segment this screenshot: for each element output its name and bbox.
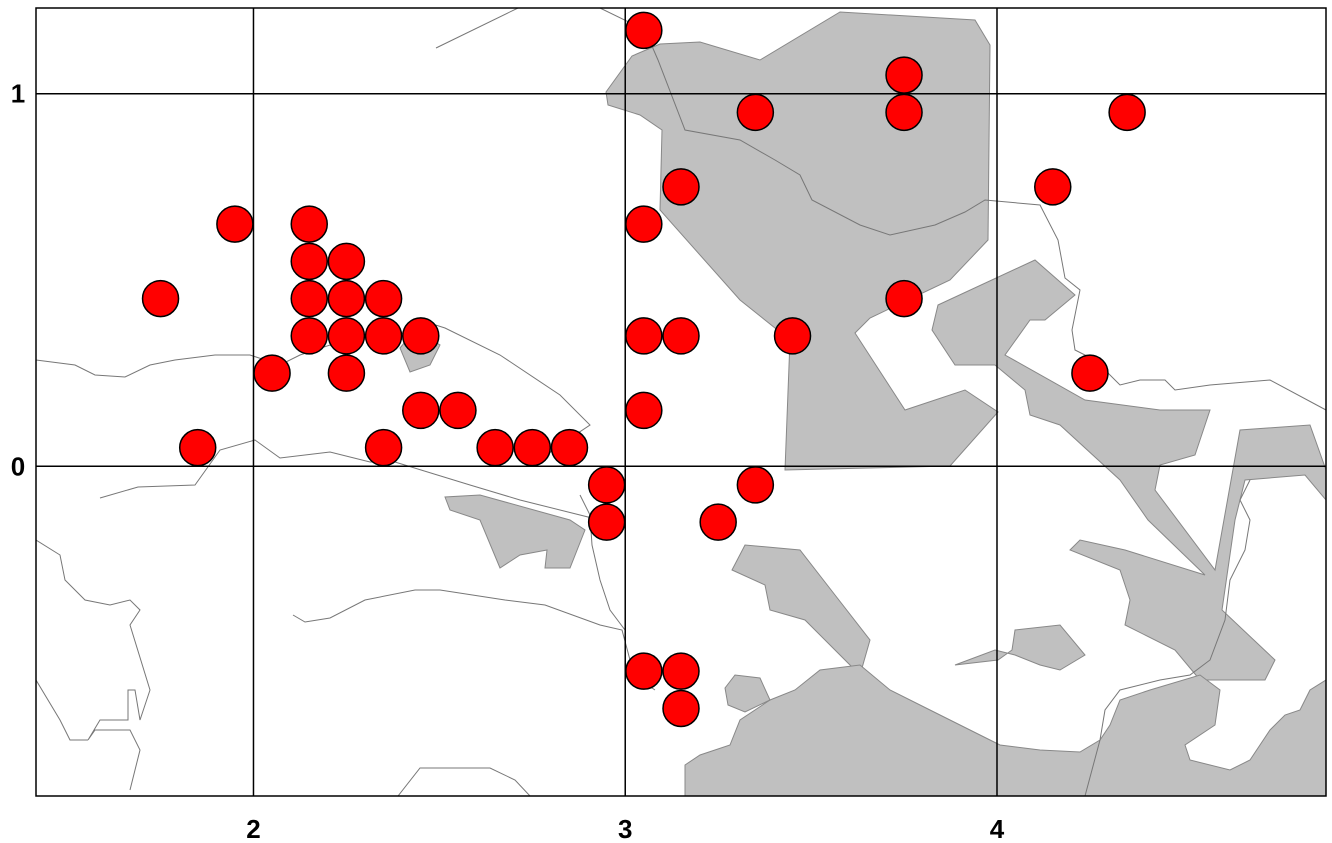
x-tick-label: 4 [990, 814, 1005, 843]
boundary-line [36, 679, 88, 741]
point-marker [290, 279, 328, 318]
point-marker [513, 428, 552, 467]
point-marker [290, 242, 328, 281]
boundary-line [292, 589, 656, 691]
point-marker [662, 317, 700, 355]
point-marker [1108, 93, 1146, 132]
map-frame [35, 7, 1327, 797]
land-regions [399, 11, 1326, 796]
boundary-line [36, 319, 591, 461]
point-marker [178, 428, 217, 467]
point-marker [439, 391, 477, 430]
y-tick-label: 0 [11, 451, 25, 481]
point-marker [587, 503, 626, 541]
point-marker [364, 279, 403, 318]
land-region [724, 674, 771, 713]
graticule [36, 8, 1326, 796]
land-region [931, 259, 1326, 681]
point-marker [364, 317, 403, 355]
x-tick-label: 3 [618, 814, 632, 843]
boundary-line [36, 539, 151, 791]
point-marker [476, 428, 514, 467]
point-marker [364, 428, 403, 467]
point-marker [327, 354, 366, 392]
land-region [605, 11, 999, 471]
point-marker [885, 93, 923, 132]
point-markers [141, 11, 1146, 728]
point-marker [327, 279, 366, 318]
point-marker [587, 466, 626, 504]
point-marker [402, 391, 440, 430]
boundary-line [99, 439, 601, 521]
point-marker [327, 317, 366, 355]
point-marker [625, 652, 663, 690]
point-marker [253, 354, 291, 392]
boundary-line [1084, 479, 1251, 796]
boundary-line [397, 767, 531, 796]
land-region [954, 624, 1086, 671]
land-region [684, 664, 1326, 796]
point-marker [216, 205, 254, 243]
point-marker [290, 205, 328, 243]
boundaries [36, 8, 1326, 796]
boundary-line [579, 494, 626, 631]
point-marker [662, 652, 700, 690]
point-marker [625, 391, 663, 430]
point-marker [290, 317, 328, 355]
point-marker [402, 317, 440, 355]
point-marker [141, 279, 180, 318]
point-marker [625, 11, 663, 50]
point-marker [550, 428, 589, 467]
boundary-line [599, 8, 1326, 411]
point-marker [885, 56, 923, 94]
point-marker [1071, 354, 1109, 392]
point-marker [662, 168, 700, 206]
point-marker [662, 689, 700, 728]
x-tick-label: 2 [246, 814, 260, 843]
point-marker [327, 242, 366, 281]
point-marker [625, 317, 663, 355]
point-marker [773, 317, 812, 355]
tick-labels: 2 3 4 1 0 [11, 79, 1005, 843]
land-region [731, 544, 871, 676]
y-tick-label: 1 [11, 79, 25, 109]
land-region [444, 494, 586, 569]
point-marker [1034, 168, 1072, 206]
boundary-line [435, 8, 519, 49]
point-marker [699, 503, 737, 541]
point-marker [625, 205, 663, 243]
point-marker [736, 93, 775, 132]
point-marker [885, 279, 923, 318]
point-marker [736, 466, 775, 504]
